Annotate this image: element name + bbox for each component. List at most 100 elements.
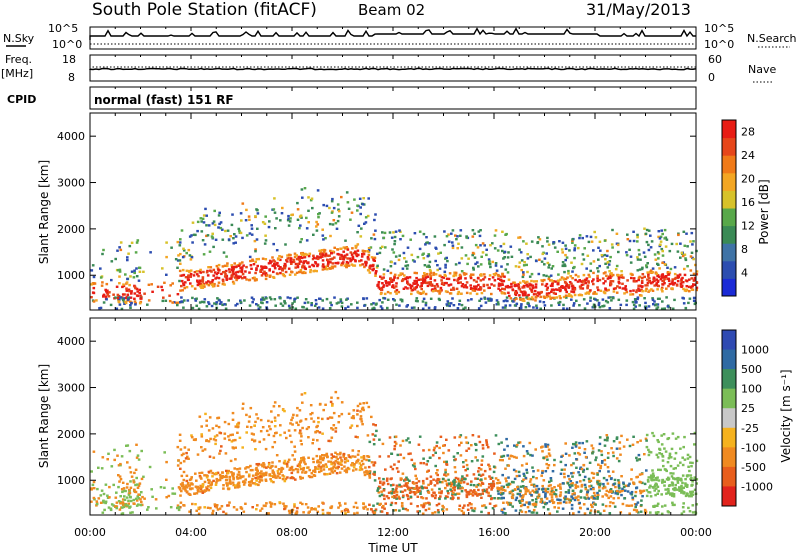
velocity-cell <box>648 491 652 494</box>
velocity-cell <box>615 457 619 460</box>
velocity-cell <box>222 484 225 487</box>
power-cell <box>376 284 379 287</box>
velocity-cell <box>355 461 358 464</box>
velocity-cell <box>293 505 296 508</box>
velocity-cell <box>607 470 610 473</box>
power-cell <box>245 265 248 269</box>
velocity-cell <box>583 448 587 451</box>
velocity-cell <box>215 504 219 507</box>
velocity-cell <box>537 487 541 491</box>
velocity-cell <box>376 487 380 490</box>
velocity-cell <box>133 488 136 491</box>
velocity-cell <box>296 464 300 467</box>
power-cell <box>236 264 240 267</box>
power-cell <box>636 236 639 239</box>
velocity-cell <box>500 486 503 489</box>
velocity-cell <box>363 471 366 474</box>
velocity-cell <box>198 415 202 418</box>
power-cell <box>195 270 199 273</box>
velocity-cell <box>295 421 298 424</box>
velocity-cell <box>216 508 220 511</box>
velocity-cell <box>501 488 504 491</box>
velocity-cell <box>478 492 481 496</box>
power-cell <box>473 232 476 235</box>
power-cell <box>267 225 271 229</box>
power-cell <box>261 301 264 305</box>
power-cell <box>234 304 237 307</box>
power-cell <box>267 262 271 265</box>
velocity-cell <box>154 498 158 501</box>
velocity-cell <box>395 467 399 470</box>
velocity-cell <box>207 485 210 488</box>
velocity-cell <box>673 457 677 460</box>
power-cell <box>534 299 537 302</box>
velocity-cell <box>128 491 132 495</box>
power-cell <box>220 301 223 304</box>
power-cell <box>241 202 245 205</box>
velocity-cell <box>509 454 513 457</box>
power-cell <box>512 300 515 303</box>
velocity-cell <box>262 504 266 507</box>
velocity-cell <box>188 484 191 487</box>
velocity-cell <box>205 439 208 442</box>
power-cell <box>539 295 542 299</box>
power-cell <box>315 269 318 273</box>
velocity-cell <box>371 433 375 436</box>
velocity-cell <box>106 458 109 461</box>
power-cell <box>140 297 143 300</box>
velocity-cell <box>545 462 548 466</box>
velocity-cell <box>356 453 360 456</box>
power-cell <box>335 302 339 305</box>
velocity-cell <box>463 504 466 507</box>
velocity-cell <box>299 501 302 504</box>
power-cell <box>494 262 498 265</box>
power-cell <box>254 215 257 218</box>
power-cell <box>477 230 481 233</box>
velocity-cell <box>331 467 335 470</box>
power-cell <box>413 232 417 235</box>
power-cell <box>429 271 433 275</box>
velocity-cell <box>264 504 267 508</box>
power-cell <box>541 283 544 286</box>
power-cell <box>607 263 611 266</box>
velocity-cell <box>610 477 613 480</box>
beam-label: Beam 02 <box>358 1 425 19</box>
velocity-cell <box>399 490 403 493</box>
power-cell <box>647 273 650 276</box>
power-cell <box>394 290 397 293</box>
power-cell <box>399 272 403 275</box>
velocity-cell <box>276 472 280 475</box>
velocity-cell <box>545 502 549 505</box>
power-cell <box>273 211 277 214</box>
power-cell <box>340 255 344 258</box>
power-cell <box>278 267 281 271</box>
power-cell <box>209 281 213 285</box>
power-cell <box>294 307 298 310</box>
velocity-cell <box>567 474 570 478</box>
velocity-cell <box>646 478 650 482</box>
power-cell <box>508 304 512 307</box>
power-cell <box>367 249 371 252</box>
velocity-cell <box>261 465 264 468</box>
power-cell <box>206 234 210 237</box>
velocity-cell <box>373 461 377 464</box>
velocity-cell <box>431 454 435 457</box>
power-cell <box>349 218 352 221</box>
velocity-cell <box>288 468 291 471</box>
power-cell <box>91 282 95 285</box>
velocity-cell <box>283 459 287 463</box>
power-cell <box>661 300 664 303</box>
power-cell <box>295 257 299 261</box>
power-cell <box>161 288 164 292</box>
velocity-cell <box>443 473 446 476</box>
power-cell <box>174 258 178 261</box>
velocity-cell <box>675 488 679 491</box>
y-tick-label: 1000 <box>57 474 85 487</box>
power-cell <box>275 272 279 275</box>
velocity-cell <box>637 453 641 457</box>
velocity-cell <box>511 493 514 496</box>
power-cell <box>517 265 521 269</box>
power-cell <box>550 304 553 307</box>
velocity-cell <box>685 475 689 478</box>
velocity-cell <box>136 486 140 489</box>
